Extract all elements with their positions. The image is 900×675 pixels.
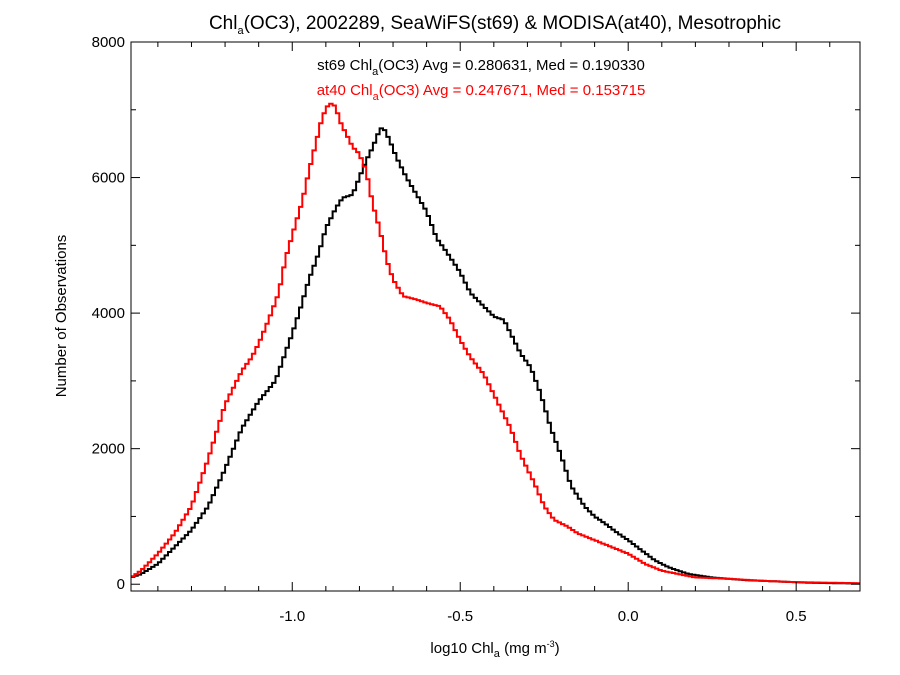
- plot-frame: [130, 41, 861, 592]
- y-tick-label: 4000: [92, 305, 125, 322]
- y-ticks: 0 2000 4000 6000 8000: [92, 34, 860, 593]
- chart-title: Chla(OC3), 2002289, SeaWiFS(st69) & MODI…: [209, 13, 781, 37]
- x-tick-label: -1.0: [279, 608, 305, 625]
- x-ticks: -1.0 -0.5 0.0 0.5: [157, 42, 831, 625]
- x-tick-label: 0.5: [786, 608, 807, 625]
- series-layer: [131, 102, 860, 585]
- y-tick-label: 6000: [92, 170, 125, 187]
- series-line-2: [131, 102, 860, 585]
- y-tick-label: 2000: [92, 441, 125, 458]
- y-tick-label: 8000: [92, 34, 125, 51]
- x-tick-label: 0.0: [618, 608, 639, 625]
- annotation-st69-stats: st69 Chla(OC3) Avg = 0.280631, Med = 0.1…: [317, 57, 645, 78]
- x-tick-label: -0.5: [447, 608, 473, 625]
- y-axis-label: Number of Observations: [53, 235, 70, 398]
- series-line-1: [131, 127, 860, 585]
- annotation-at40-stats: at40 Chla(OC3) Avg = 0.247671, Med = 0.1…: [317, 82, 646, 103]
- y-tick-label: 0: [117, 576, 125, 593]
- x-axis-label: log10 Chla (mg m-3): [430, 639, 559, 660]
